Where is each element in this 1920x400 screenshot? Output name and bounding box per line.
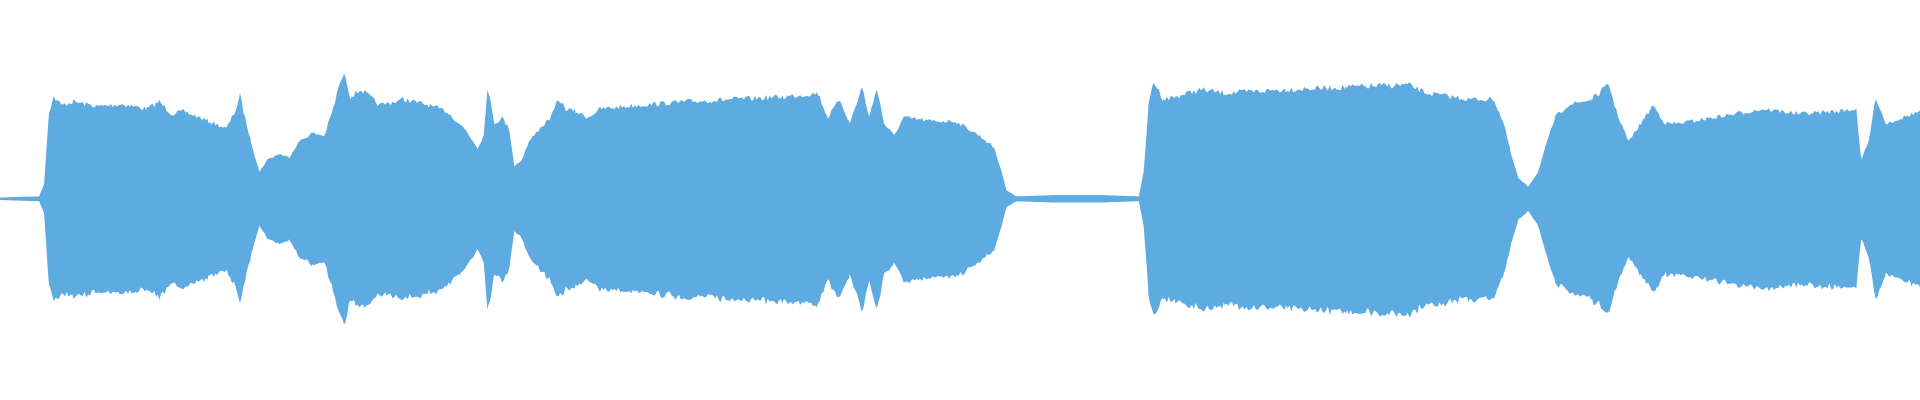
waveform-shape <box>0 73 1920 325</box>
